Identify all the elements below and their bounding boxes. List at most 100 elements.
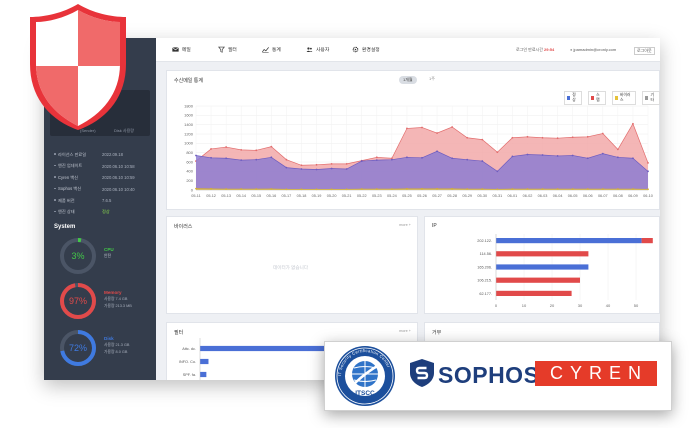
virus-empty-message: 데이터가 없습니다 (273, 265, 309, 270)
shield-icon (30, 4, 126, 130)
data-point (511, 155, 514, 158)
disk-label: Disk 사용량 21.3 GB 가용량 8.0 GB (104, 336, 154, 355)
virus-title: 바이러스 (174, 224, 193, 230)
x-tick-label: 05-27 (432, 194, 442, 198)
filter-more-link[interactable]: more + (399, 329, 411, 333)
x-tick-label: 05-30 (477, 194, 487, 198)
data-point (586, 135, 589, 138)
x-tick-label: 05-19 (312, 194, 322, 198)
x-tick-label: 05-13 (221, 194, 231, 198)
data-point (240, 188, 243, 190)
data-point (601, 188, 604, 190)
nav-filter-label: 필터 (228, 48, 237, 53)
x-tick-label: 05-24 (387, 194, 397, 198)
data-point (390, 158, 393, 161)
data-point (270, 188, 273, 190)
disk-gauge-value: 72% (69, 343, 87, 353)
data-point (481, 188, 484, 190)
x-tick-label: 06-04 (553, 194, 563, 198)
legend-normal[interactable]: 정상 (564, 91, 582, 105)
data-point (647, 170, 649, 173)
nav-stats[interactable]: 통계 (262, 46, 281, 53)
x-tick-label: 05-20 (327, 194, 337, 198)
data-point (195, 187, 197, 190)
data-point (601, 152, 604, 155)
y-tick-label: 400 (186, 169, 193, 174)
legend-etc-label: 기타 (650, 93, 654, 102)
nav-mail[interactable]: 메일 (172, 46, 191, 53)
data-point (210, 156, 212, 159)
cpu-gauge-arc (60, 238, 96, 274)
data-point (406, 187, 408, 190)
nav-mail-label: 메일 (182, 48, 191, 53)
virus-more-link[interactable]: more + (399, 223, 411, 227)
data-point (390, 157, 393, 160)
session-timer: 로그인 만료시간 29:54 (516, 47, 554, 53)
session-label: 로그인 만료시간 (516, 47, 543, 52)
y-tick-label: 1600 (184, 113, 194, 118)
data-point (632, 157, 634, 160)
data-point (541, 154, 544, 156)
gear-icon (352, 46, 359, 53)
nav-settings[interactable]: 환경설정 (352, 46, 380, 53)
tab-1-week[interactable]: 1주 (429, 76, 435, 81)
data-point (210, 187, 212, 190)
data-point (255, 188, 258, 190)
memory-label-name: Memory (104, 290, 122, 295)
data-point (632, 122, 634, 125)
data-point (330, 162, 333, 165)
data-point (571, 188, 574, 190)
info-key: 엔진 상태 (54, 209, 102, 215)
x-tick-label: 06-01 (508, 194, 518, 198)
legend-virus[interactable]: 바이러스 (611, 91, 637, 105)
mail-stats-legend: 정상 스팸 바이러스 기타 (564, 91, 660, 105)
x-tick-label: 05-29 (462, 194, 472, 198)
data-point (270, 145, 273, 148)
data-point (300, 164, 303, 167)
data-point (526, 135, 529, 138)
legend-spam[interactable]: 스팸 (587, 91, 606, 105)
x-tick-label: 05-22 (357, 194, 367, 198)
data-point (451, 157, 454, 160)
tab-1-month[interactable]: 1개월 (399, 76, 417, 84)
nav-filter[interactable]: 필터 (218, 46, 237, 53)
data-point (481, 138, 484, 141)
data-point (481, 160, 484, 162)
x-tick-label: 05-28 (447, 194, 457, 198)
data-point (556, 137, 559, 140)
data-point (511, 188, 514, 190)
mail-stats-title: 수신메일 통계 (174, 78, 203, 84)
data-point (345, 162, 348, 165)
info-row: 엔진 업데이트 2020.06.10 10:58 (54, 161, 150, 173)
sophos-logo-text: SOPHOS (438, 362, 540, 388)
x-tick-label: 05-16 (266, 194, 276, 198)
info-list: 라이선스 만료일 2022.09.18 엔진 업데이트 2020.06.10 10:… (54, 149, 150, 218)
x-tick-label: 40 (606, 303, 611, 308)
data-point (285, 158, 288, 161)
data-point (647, 162, 649, 164)
info-value: 2020.06.10 10:40 (102, 186, 135, 192)
x-tick-label: 05-23 (372, 194, 382, 198)
user-account[interactable]: ● jpamadmin@cronly.com (570, 47, 616, 52)
y-tick-label: 600 (186, 159, 193, 164)
data-point (210, 148, 212, 150)
memory-gauge-value: 97% (69, 296, 87, 306)
virus-panel: 바이러스 more + 데이터가 없습니다 (166, 216, 418, 314)
info-value: 2022.09.18 (102, 152, 123, 158)
data-point (195, 154, 197, 157)
disk-label-name: Disk (104, 336, 114, 341)
itscc-seal-logo: IT Security Certification Center ITSCC (335, 346, 395, 406)
info-key: 라이선스 만료일 (54, 152, 102, 158)
bar-정상 (496, 264, 589, 270)
memory-label: Memory 사용량 7.4 GB 가용량 213.3 MB (104, 290, 154, 309)
legend-etc[interactable]: 기타 (642, 91, 660, 105)
nav-settings-label: 환경설정 (362, 48, 380, 53)
filter-icon (218, 46, 225, 53)
legend-normal-swatch (567, 96, 571, 100)
logout-button[interactable]: 로그아웃 (634, 47, 655, 55)
data-point (436, 187, 438, 190)
bar-스팸 (496, 251, 589, 257)
nav-users[interactable]: 사용자 (306, 46, 329, 53)
bar-filter (200, 358, 209, 365)
data-point (466, 158, 469, 161)
